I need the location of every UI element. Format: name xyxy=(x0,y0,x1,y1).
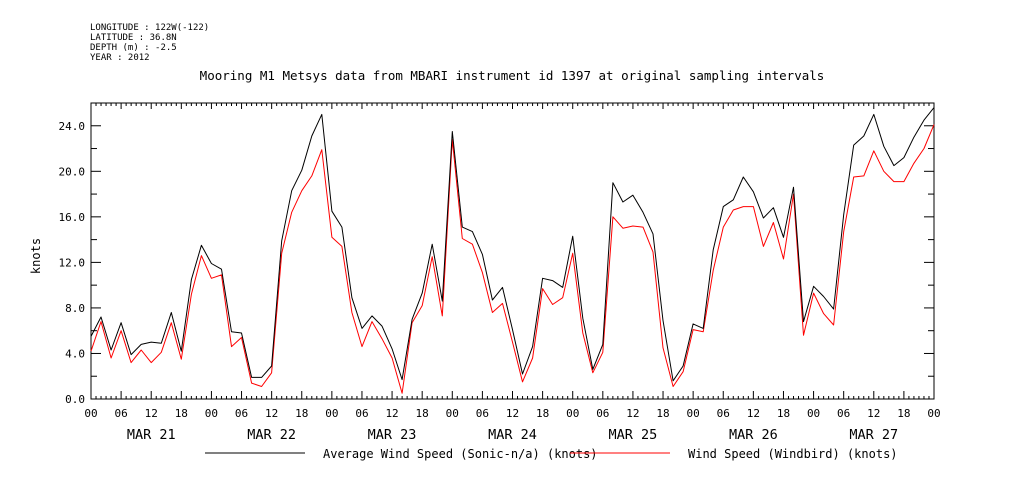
day-label: MAR 23 xyxy=(368,427,417,443)
x-tick-label: 18 xyxy=(416,407,429,420)
day-labels: MAR 21 MAR 22 MAR 23 MAR 24 MAR 25 MAR 26 MAR … xyxy=(127,427,898,443)
x-tick-label: 18 xyxy=(897,407,910,420)
x-tick-label: 12 xyxy=(747,407,760,420)
x-tick-label: 06 xyxy=(837,407,850,420)
x-tick-label: 18 xyxy=(536,407,549,420)
x-tick-label: 00 xyxy=(687,407,700,420)
x-axis-ticks: 00 06 12 18 00 06 12 18 00 06 12 18 00 06 12 18 00 06 12 18… xyxy=(84,103,941,420)
day-label: MAR 24 xyxy=(488,427,537,443)
x-tick-label: 12 xyxy=(265,407,278,420)
x-tick-label: 06 xyxy=(476,407,489,420)
x-tick-label: 12 xyxy=(385,407,398,420)
x-tick-label: 00 xyxy=(927,407,940,420)
x-tick-label: 06 xyxy=(355,407,368,420)
x-tick-label: 06 xyxy=(235,407,248,420)
series-lines xyxy=(90,107,935,394)
y-tick-label: 12.0 xyxy=(59,256,86,269)
y-tick-label: 0.0 xyxy=(65,393,85,406)
y-axis-label: knots xyxy=(29,238,43,274)
legend-label-windbird: Wind Speed (Windbird) (knots) xyxy=(688,447,898,461)
series-windbird-wind-speed-line xyxy=(90,124,935,394)
x-tick-label: 18 xyxy=(175,407,188,420)
x-tick-label: 12 xyxy=(867,407,880,420)
day-label: MAR 25 xyxy=(609,427,658,443)
latitude-text: LATITUDE : 36.8N xyxy=(90,33,177,43)
year-text: YEAR : 2012 xyxy=(90,53,150,63)
y-tick-label: 20.0 xyxy=(59,165,86,178)
y-tick-label: 16.0 xyxy=(59,211,86,224)
y-tick-label: 8.0 xyxy=(65,302,85,315)
metadata-block: LONGITUDE : 122W(-122) LATITUDE : 36.8N … xyxy=(90,23,209,63)
day-label: MAR 22 xyxy=(247,427,296,443)
x-tick-label: 18 xyxy=(295,407,308,420)
day-label: MAR 27 xyxy=(849,427,898,443)
x-tick-label: 00 xyxy=(446,407,459,420)
x-tick-label: 00 xyxy=(807,407,820,420)
x-tick-label: 06 xyxy=(717,407,730,420)
y-axis-ticks: 0.0 4.0 8.0 12.0 16.0 20.0 24.0 xyxy=(59,102,934,406)
legend-label-average-wind: Average Wind Speed (Sonic-n/a) (knots) xyxy=(323,447,598,461)
plot-frame xyxy=(90,102,935,400)
x-tick-label: 06 xyxy=(596,407,609,420)
x-tick-label: 12 xyxy=(626,407,639,420)
y-tick-label: 4.0 xyxy=(65,347,85,360)
x-tick-label: 12 xyxy=(145,407,158,420)
x-tick-label: 18 xyxy=(777,407,790,420)
x-tick-label: 00 xyxy=(84,407,97,420)
day-label: MAR 21 xyxy=(127,427,176,443)
x-tick-label: 00 xyxy=(205,407,218,420)
x-tick-label: 12 xyxy=(506,407,519,420)
legend: Average Wind Speed (Sonic-n/a) (knots) W… xyxy=(205,447,898,461)
chart-title: Mooring M1 Metsys data from MBARI instru… xyxy=(200,68,825,83)
y-tick-label: 24.0 xyxy=(59,120,86,133)
series-average-wind-speed-line xyxy=(90,107,935,382)
x-tick-label: 00 xyxy=(325,407,338,420)
x-tick-label: 00 xyxy=(566,407,579,420)
longitude-text: LONGITUDE : 122W(-122) xyxy=(90,23,209,33)
depth-text: DEPTH (m) : -2.5 xyxy=(90,43,177,53)
x-tick-label: 18 xyxy=(656,407,669,420)
x-tick-label: 06 xyxy=(114,407,127,420)
day-label: MAR 26 xyxy=(729,427,778,443)
